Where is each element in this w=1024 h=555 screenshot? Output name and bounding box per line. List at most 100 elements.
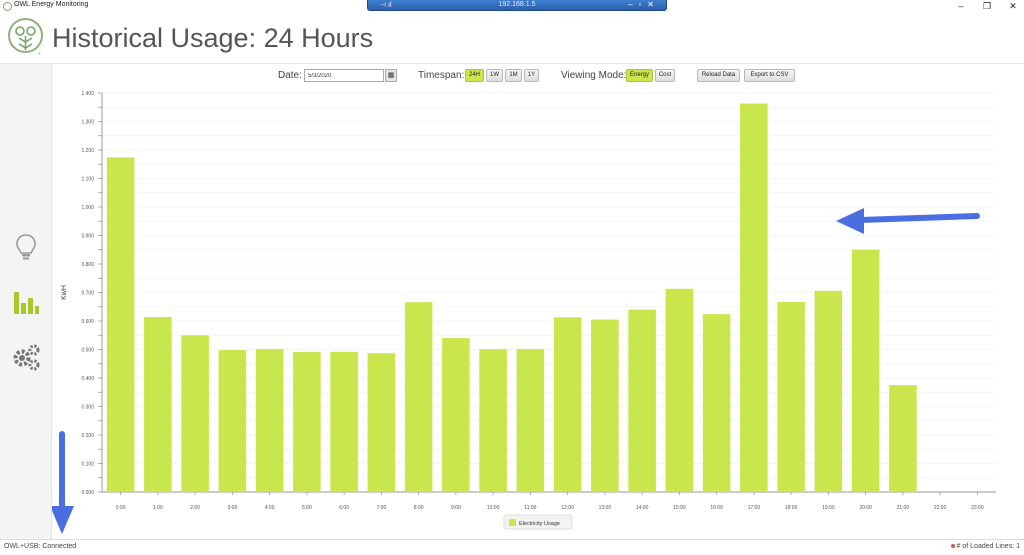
y-tick-label: 1.300 bbox=[81, 120, 94, 126]
status-dot-icon bbox=[950, 544, 955, 549]
remote-pin-icon[interactable]: ⊣ ıl bbox=[380, 2, 392, 9]
gears-icon[interactable] bbox=[10, 341, 42, 373]
timespan-24h-button[interactable]: 24H bbox=[465, 69, 484, 82]
x-tick-label: 9:00 bbox=[451, 505, 461, 511]
bar bbox=[591, 319, 619, 492]
bar bbox=[367, 353, 396, 492]
bar bbox=[889, 385, 917, 492]
x-tick-label: 16:00 bbox=[710, 505, 723, 511]
y-axis-label: KwH bbox=[61, 285, 68, 300]
maximize-button[interactable]: ❐ bbox=[982, 1, 992, 11]
timespan-1w-button[interactable]: 1W bbox=[486, 69, 503, 82]
date-field[interactable] bbox=[304, 69, 384, 82]
x-tick-label: 22:00 bbox=[934, 505, 947, 511]
viewing-mode-energy-button[interactable]: Energy bbox=[626, 69, 653, 82]
y-tick-label: 1.100 bbox=[81, 177, 94, 183]
y-tick-label: 0.300 bbox=[81, 405, 94, 411]
bar bbox=[702, 314, 731, 492]
y-tick-label: 0.500 bbox=[81, 348, 94, 354]
bar bbox=[404, 302, 433, 492]
y-tick-label: 0.200 bbox=[81, 433, 94, 439]
status-divider bbox=[0, 539, 1024, 540]
window-title-bar: OWL Energy Monitoring ⊣ ıl 192.168.1.5 –… bbox=[0, 0, 1024, 13]
minimize-button[interactable]: – bbox=[958, 1, 964, 11]
x-tick-label: 18:00 bbox=[785, 505, 798, 511]
loaded-lines-status: # of Loaded Lines: 1 bbox=[950, 543, 1020, 550]
x-tick-label: 12:00 bbox=[561, 505, 574, 511]
owl-logo: ® bbox=[8, 18, 43, 56]
bar bbox=[553, 317, 582, 492]
bar bbox=[665, 288, 694, 492]
x-tick-label: 13:00 bbox=[599, 505, 612, 511]
owl-app-icon bbox=[3, 2, 12, 11]
y-tick-label: 0.000 bbox=[81, 490, 94, 496]
x-tick-label: 11:00 bbox=[524, 505, 536, 511]
export-csv-button[interactable]: Export to CSV bbox=[744, 69, 795, 82]
date-label: Date: bbox=[278, 70, 302, 81]
x-tick-label: 7:00 bbox=[377, 505, 387, 511]
legend-label: Electricity Usage bbox=[519, 521, 560, 527]
y-tick-label: 0.100 bbox=[81, 462, 94, 468]
x-tick-label: 2:00 bbox=[190, 505, 200, 511]
y-tick-label: 1.400 bbox=[81, 91, 94, 97]
y-tick-label: 0.800 bbox=[81, 262, 94, 268]
y-tick-label: 0.900 bbox=[81, 234, 94, 240]
x-tick-label: 20:00 bbox=[859, 505, 872, 511]
header-divider bbox=[0, 63, 1024, 64]
bar bbox=[181, 335, 209, 492]
sidebar bbox=[0, 64, 52, 539]
annotation-arrowhead-down bbox=[52, 506, 74, 534]
bar bbox=[218, 350, 247, 492]
remote-session-bar[interactable]: ⊣ ıl 192.168.1.5 –▫✕ bbox=[367, 0, 667, 11]
bar bbox=[255, 348, 284, 492]
bar bbox=[479, 349, 507, 492]
x-tick-label: 14:00 bbox=[636, 505, 649, 511]
bar-chart-icon[interactable] bbox=[10, 286, 42, 318]
timespan-label: Timespan: bbox=[418, 70, 465, 81]
x-tick-label: 6:00 bbox=[339, 505, 349, 511]
x-tick-label: 0:00 bbox=[116, 505, 126, 511]
y-tick-label: 1.000 bbox=[81, 205, 94, 211]
window-title: OWL Energy Monitoring bbox=[14, 1, 89, 8]
loaded-lines-text: # of Loaded Lines: 1 bbox=[956, 543, 1020, 550]
legend-swatch bbox=[509, 519, 516, 526]
x-tick-label: 23:00 bbox=[971, 505, 984, 511]
connection-status: OWL+USB: Connected bbox=[4, 543, 77, 550]
bar bbox=[144, 317, 172, 492]
x-tick-label: 3:00 bbox=[228, 505, 238, 511]
x-tick-label: 10:00 bbox=[487, 505, 500, 511]
y-tick-label: 0.400 bbox=[81, 376, 94, 382]
x-tick-label: 5:00 bbox=[302, 505, 312, 511]
annotation-arrowhead-right bbox=[836, 208, 864, 234]
bar bbox=[777, 301, 805, 492]
bar bbox=[106, 157, 135, 492]
remote-session-controls[interactable]: –▫✕ bbox=[628, 0, 660, 9]
toolbar: Date: ▦ Timespan: 24H 1W 1M 1Y Viewing M… bbox=[0, 68, 1024, 86]
x-tick-label: 21:00 bbox=[897, 505, 910, 511]
remote-session-title: 192.168.1.5 bbox=[498, 1, 536, 8]
y-tick-label: 0.700 bbox=[81, 291, 94, 297]
x-tick-label: 1:00 bbox=[153, 505, 163, 511]
x-tick-label: 4:00 bbox=[265, 505, 275, 511]
bar bbox=[814, 290, 843, 492]
bar bbox=[516, 348, 545, 492]
x-tick-label: 19:00 bbox=[822, 505, 835, 511]
x-tick-label: 8:00 bbox=[414, 505, 424, 511]
svg-text:®: ® bbox=[38, 51, 41, 56]
bar bbox=[740, 103, 768, 493]
viewing-mode-cost-button[interactable]: Cost bbox=[655, 69, 675, 82]
reload-data-button[interactable]: Reload Data bbox=[697, 69, 740, 82]
y-tick-label: 1.200 bbox=[81, 148, 94, 154]
calendar-icon[interactable]: ▦ bbox=[385, 69, 397, 82]
legend-box bbox=[503, 514, 573, 530]
timespan-1y-button[interactable]: 1Y bbox=[524, 69, 539, 82]
viewing-mode-label: Viewing Mode: bbox=[561, 70, 627, 81]
lightbulb-icon[interactable] bbox=[10, 231, 42, 263]
y-tick-label: 0.600 bbox=[81, 319, 94, 325]
timespan-1m-button[interactable]: 1M bbox=[505, 69, 522, 82]
close-button[interactable]: ✕ bbox=[1009, 1, 1017, 11]
bar bbox=[628, 309, 656, 492]
x-tick-label: 15:00 bbox=[673, 505, 686, 511]
bar bbox=[442, 338, 470, 492]
annotation-arrow-right bbox=[857, 213, 980, 223]
